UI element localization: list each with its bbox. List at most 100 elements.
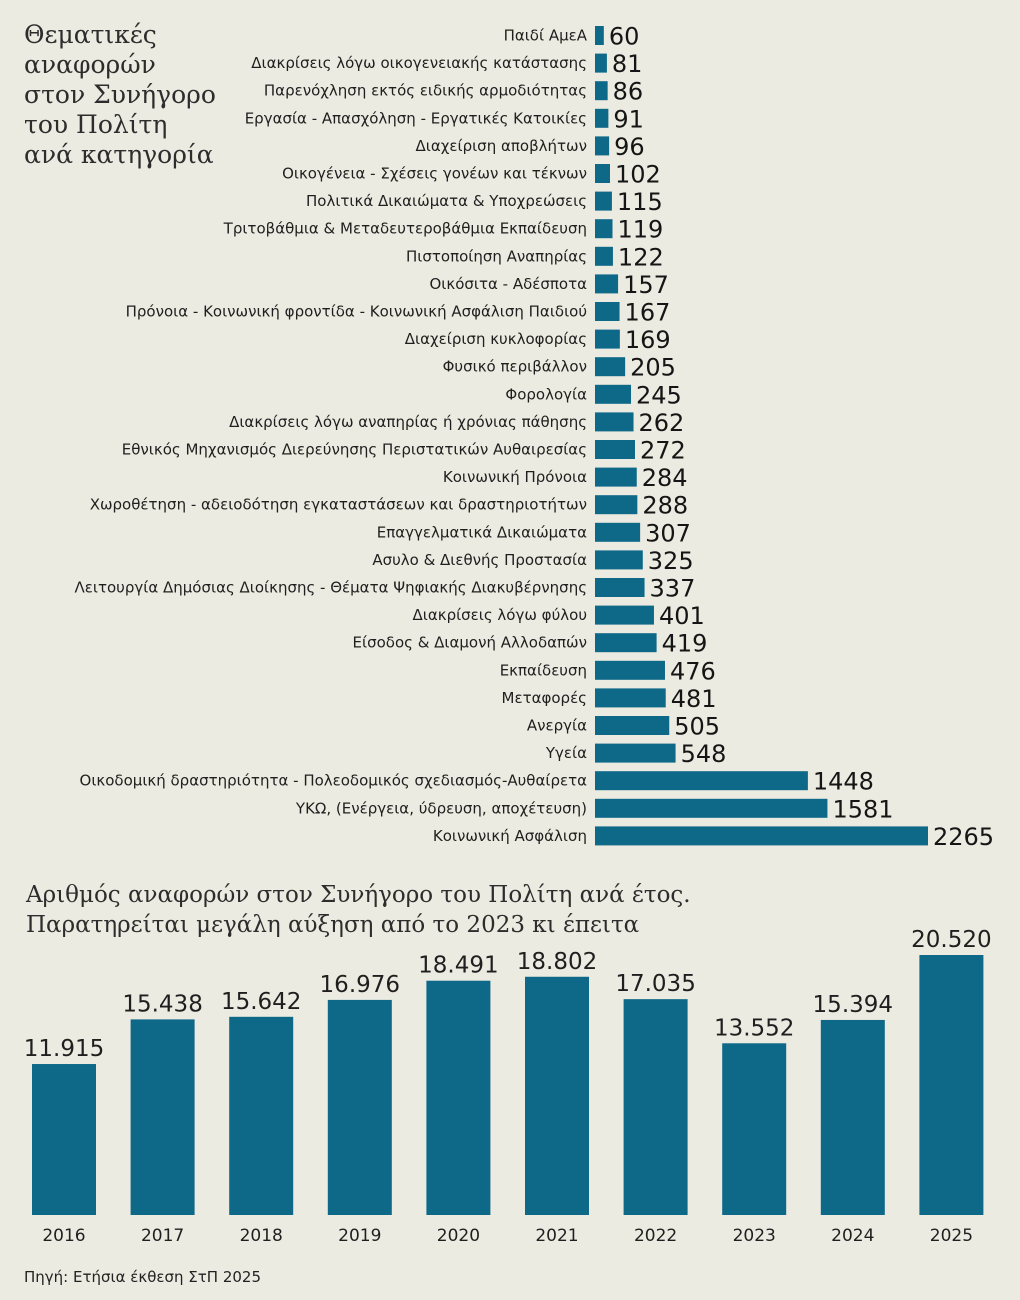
category-row: Οικοδομική δραστηριότητα - Πολεοδομικός … [80,768,874,796]
year-bar [820,1019,885,1215]
year-axis-label: 2021 [535,1226,578,1246]
category-label: Οικοδομική δραστηριότητα - Πολεοδομικός … [80,772,588,790]
category-row: Ασυλο & Διεθνής Προστασία 325 [372,547,693,575]
title-line: του Πολίτη [24,110,168,139]
category-row: Μεταφορές 481 [502,685,717,713]
category-label: Διαχείριση αποβλήτων [416,137,587,155]
category-row: Επαγγελματικά Δικαιώματα 307 [377,519,691,547]
year-axis-label: 2016 [42,1226,85,1246]
category-label: Πολιτικά Δικαιώματα & Υποχρεώσεις [306,192,587,210]
category-bar [595,53,607,73]
year-bar [32,1064,96,1215]
category-value-label: 288 [642,492,688,520]
category-bar [595,108,609,128]
category-label: Οικογένεια - Σχέσεις γονέων και τέκνων [282,165,587,183]
category-bar [595,660,665,680]
category-value-label: 91 [613,105,644,133]
category-row: Παρενόχληση εκτός ειδικής αρμοδιότητας 86 [264,78,643,106]
category-label: Κοινωνική Πρόνοια [443,468,587,486]
year-axis-label: 2024 [831,1226,874,1246]
category-value-label: 60 [609,23,640,51]
year-value-label: 16.976 [320,972,400,998]
category-row: Οικογένεια - Σχέσεις γονέων και τέκνων 10… [282,161,661,189]
category-value-label: 476 [670,657,716,685]
title-line: Παρατηρείται μεγάλη αύξηση από το 2023 κ… [26,912,640,938]
category-value-label: 262 [639,409,685,437]
category-label: Χωροθέτηση - αδειοδότηση εγκαταστάσεων κ… [90,496,587,514]
category-row: Είσοδος & Διαμονή Αλλοδαπών 419 [353,630,708,658]
category-value-label: 1448 [813,768,874,796]
category-value-label: 169 [625,326,671,354]
category-row: Διακρίσεις λόγω οικογενειακής κατάστασης… [251,50,642,78]
category-value-label: 102 [615,161,661,189]
categories-chart-title: Θεματικές αναφορών στον Συνήγορο του Πολ… [24,20,216,170]
category-value-label: 119 [617,216,663,244]
year-value-label: 20.520 [911,927,991,953]
title-line: στον Συνήγορο [24,80,216,109]
category-bar [595,329,620,349]
category-row: Κοινωνική Ασφάλιση 2265 [433,823,994,851]
year-axis-label: 2020 [437,1226,480,1246]
category-row: Διακρίσεις λόγω αναπηρίας ή χρόνιας πάθη… [229,409,684,437]
year-column: 15.394 2024 [813,992,893,1246]
category-bar [595,467,637,487]
category-value-label: 325 [648,547,694,575]
category-bar [595,440,635,459]
year-value-label: 11.915 [24,1036,104,1062]
category-row: Υγεία 548 [545,740,727,768]
category-bar [595,771,808,791]
category-label: Ανεργία [527,717,587,735]
category-row: Πιστοποίηση Αναπηρίας 122 [406,243,664,271]
category-label: Εργασία - Απασχόληση - Εργατικές Κατοικί… [245,109,587,127]
category-row: Εργασία - Απασχόληση - Εργατικές Κατοικί… [245,105,644,133]
year-bar [130,1019,195,1215]
year-axis-label: 2019 [338,1226,381,1246]
category-row: Τριτοβάθμια & Μεταδευτεροβάθμια Εκπαίδευ… [223,216,664,244]
category-row: Οικόσιτα - Αδέσποτα 157 [429,271,668,299]
category-bar [595,743,676,763]
category-value-label: 205 [630,354,676,382]
category-label: Διακρίσεις λόγω οικογενειακής κατάστασης [251,54,587,72]
year-bar [426,980,491,1215]
category-value-label: 481 [671,685,717,713]
category-bar [595,384,632,404]
category-label: Πιστοποίηση Αναπηρίας [406,247,587,265]
year-value-label: 15.394 [813,992,893,1018]
category-label: Φυσικό περιβάλλον [443,358,587,376]
category-value-label: 548 [681,740,727,768]
category-bar [595,136,610,156]
category-value-label: 284 [642,464,688,492]
category-value-label: 81 [612,50,643,78]
title-line: Αριθμός αναφορών στον Συνήγορο του Πολίτ… [26,882,691,908]
category-bar [595,81,608,101]
category-value-label: 245 [636,381,682,409]
year-column: 13.552 2023 [714,1015,794,1246]
category-bar [595,578,645,597]
category-label: Επαγγελματικά Δικαιώματα [377,523,587,541]
category-bar [595,716,670,735]
year-value-label: 15.438 [122,991,202,1017]
category-value-label: 307 [645,519,691,547]
category-bar [595,26,604,45]
year-value-label: 18.802 [517,949,597,975]
category-label: Μεταφορές [502,689,587,707]
category-row: Ανεργία 505 [527,713,720,741]
year-column: 17.035 2022 [615,971,695,1246]
category-row: Πρόνοια - Κοινωνική φροντίδα - Κοινωνική… [126,299,671,327]
category-label: Διακρίσεις λόγω φύλου [413,606,588,624]
category-value-label: 1581 [832,795,893,823]
category-bar [595,246,613,266]
category-label: Είσοδος & Διαμονή Αλλοδαπών [353,634,587,652]
source-note: Πηγή: Ετήσια έκθεση ΣτΠ 2025 [24,1268,261,1286]
category-label: Φορολογία [505,385,587,403]
year-column: 11.915 2016 [24,1036,104,1246]
category-row: Παιδί ΑμεΑ 60 [504,23,640,51]
category-bar [595,605,654,625]
year-axis-label: 2023 [733,1226,776,1246]
category-bar [595,826,928,846]
category-value-label: 505 [674,713,720,741]
category-label: Παρενόχληση εκτός ειδικής αρμοδιότητας [264,82,587,100]
category-value-label: 337 [650,575,696,603]
category-label: Τριτοβάθμια & Μεταδευτεροβάθμια Εκπαίδευ… [223,220,587,238]
